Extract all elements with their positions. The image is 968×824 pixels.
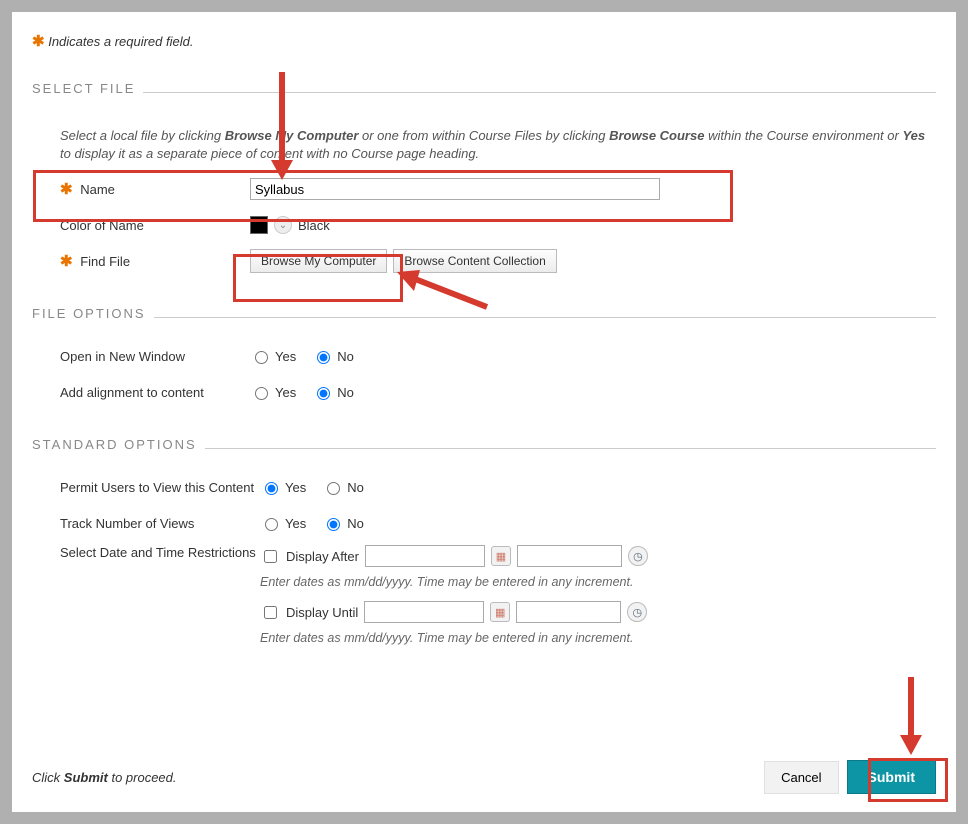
display-until-label: Display Until xyxy=(286,605,358,620)
name-row: ✱ Name xyxy=(60,175,936,203)
open-new-window-no[interactable]: No xyxy=(312,348,354,364)
display-after-checkbox[interactable] xyxy=(264,550,277,563)
clock-icon[interactable]: ◷ xyxy=(627,602,647,622)
open-new-window-label: Open in New Window xyxy=(60,349,250,364)
browse-content-collection-button[interactable]: Browse Content Collection xyxy=(393,249,556,273)
permit-view-no[interactable]: No xyxy=(322,479,364,495)
display-after-block: Display After ▦ ◷ xyxy=(260,545,648,567)
submit-button[interactable]: Submit xyxy=(847,760,936,794)
standard-options-body: Permit Users to View this Content Yes No… xyxy=(32,455,936,655)
open-new-window-yes[interactable]: Yes xyxy=(250,348,296,364)
date-restrict-label: Select Date and Time Restrictions xyxy=(60,545,260,560)
permit-view-yes[interactable]: Yes xyxy=(260,479,306,495)
date-hint: Enter dates as mm/dd/yyyy. Time may be e… xyxy=(260,575,633,589)
annotation-arrow-submit xyxy=(896,677,926,757)
cancel-button[interactable]: Cancel xyxy=(764,761,838,794)
display-after-date-input[interactable] xyxy=(365,545,485,567)
add-alignment-no[interactable]: No xyxy=(312,384,354,400)
display-after-time-input[interactable] xyxy=(517,545,622,567)
permit-view-row: Permit Users to View this Content Yes No xyxy=(60,473,936,501)
clock-icon[interactable]: ◷ xyxy=(628,546,648,566)
display-until-checkbox[interactable] xyxy=(264,606,277,619)
add-alignment-row: Add alignment to content Yes No xyxy=(60,378,936,406)
asterisk-icon: ✱ xyxy=(32,33,45,50)
find-file-label: ✱ Find File xyxy=(60,252,250,270)
track-views-no[interactable]: No xyxy=(322,515,364,531)
date-hint: Enter dates as mm/dd/yyyy. Time may be e… xyxy=(260,631,633,645)
section-standard-options: STANDARD OPTIONS xyxy=(32,431,936,449)
find-file-row: ✱ Find File Browse My Computer Browse Co… xyxy=(60,247,936,275)
display-until-time-input[interactable] xyxy=(516,601,621,623)
name-input[interactable] xyxy=(250,178,660,200)
chevron-down-icon[interactable]: ⌄ xyxy=(274,216,292,234)
page-container: ✱ Indicates a required field. SELECT FIL… xyxy=(12,12,956,812)
section-file-options: FILE OPTIONS xyxy=(32,300,936,318)
select-file-body: Select a local file by clicking Browse M… xyxy=(32,99,936,275)
required-text: Indicates a required field. xyxy=(48,34,193,49)
footer: Click Submit to proceed. Cancel Submit xyxy=(32,760,936,794)
add-alignment-label: Add alignment to content xyxy=(60,385,250,400)
open-new-window-row: Open in New Window Yes No xyxy=(60,342,936,370)
browse-my-computer-button[interactable]: Browse My Computer xyxy=(250,249,387,273)
display-until-block: Display Until ▦ ◷ xyxy=(260,601,647,623)
asterisk-icon: ✱ xyxy=(60,181,73,198)
file-options-body: Open in New Window Yes No Add alignment … xyxy=(32,324,936,406)
add-alignment-yes[interactable]: Yes xyxy=(250,384,296,400)
track-views-row: Track Number of Views Yes No xyxy=(60,509,936,537)
calendar-icon[interactable]: ▦ xyxy=(490,602,510,622)
asterisk-icon: ✱ xyxy=(60,253,73,270)
section-select-file: SELECT FILE xyxy=(32,75,936,93)
calendar-icon[interactable]: ▦ xyxy=(491,546,511,566)
color-label: Color of Name xyxy=(60,218,250,233)
track-views-label: Track Number of Views xyxy=(60,516,260,531)
required-field-note: ✱ Indicates a required field. xyxy=(32,32,936,50)
display-until-date-input[interactable] xyxy=(364,601,484,623)
color-name-text: Black xyxy=(298,218,330,233)
display-after-label: Display After xyxy=(286,549,359,564)
date-restrict-row: Select Date and Time Restrictions Displa… xyxy=(60,545,936,655)
permit-view-label: Permit Users to View this Content xyxy=(60,480,260,495)
color-swatch[interactable] xyxy=(250,216,268,234)
select-file-instruction: Select a local file by clicking Browse M… xyxy=(60,127,936,163)
color-row: Color of Name ⌄ Black xyxy=(60,211,936,239)
track-views-yes[interactable]: Yes xyxy=(260,515,306,531)
name-label: ✱ Name xyxy=(60,180,250,198)
footer-hint: Click Submit to proceed. xyxy=(32,770,177,785)
